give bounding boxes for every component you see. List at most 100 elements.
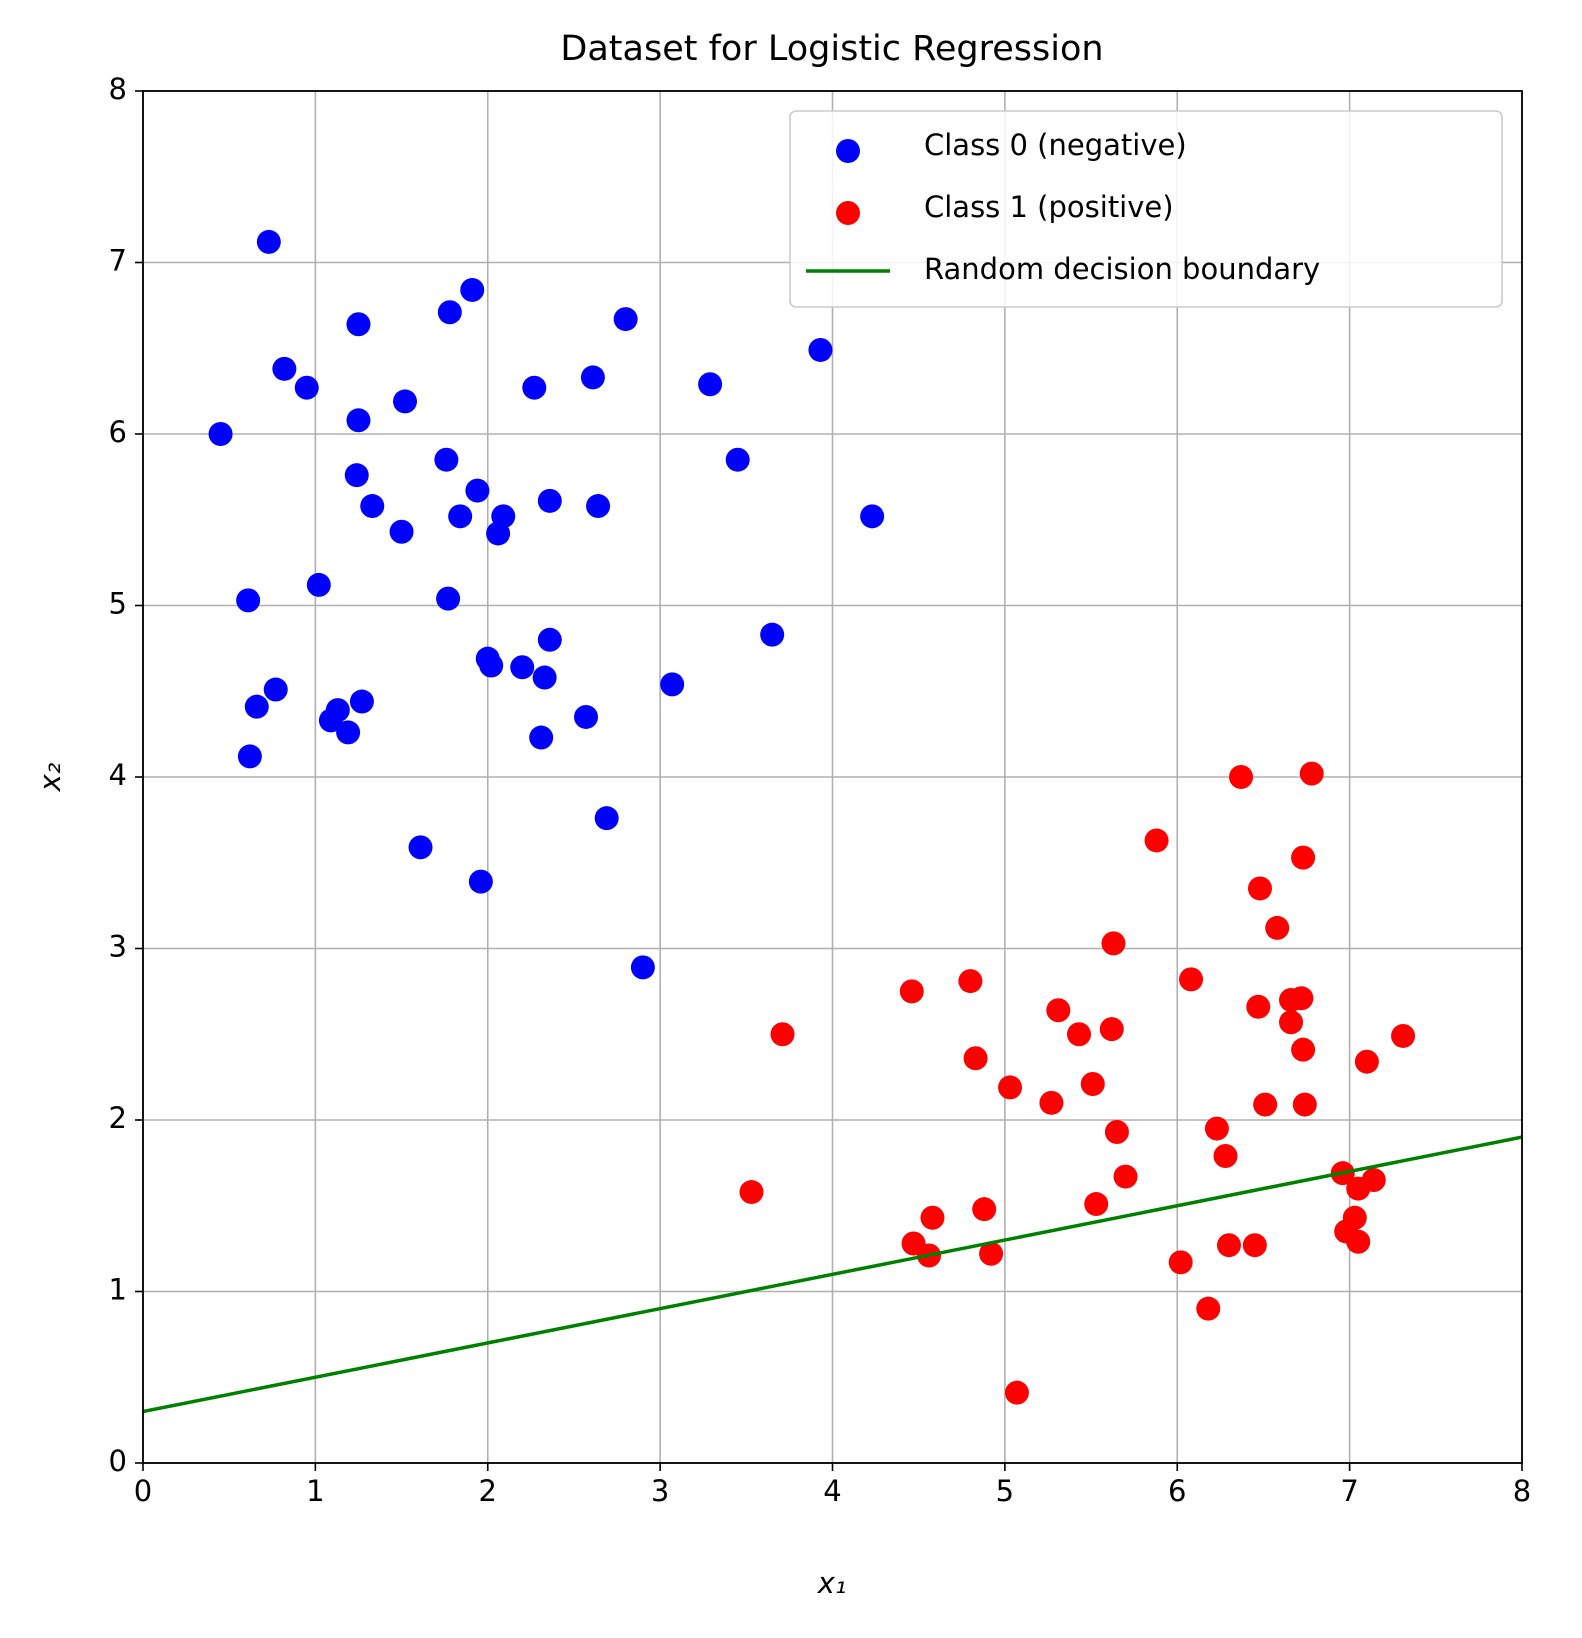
scatter-point [306, 572, 331, 597]
scatter-point [1144, 828, 1169, 853]
scatter-point [1291, 1037, 1316, 1062]
scatter-point [613, 307, 638, 332]
scatter-point [963, 1046, 988, 1071]
scatter-point [1279, 1010, 1304, 1035]
chart-title: Dataset for Logistic Regression [560, 29, 1103, 69]
scatter-point [349, 689, 374, 714]
scatter-point [594, 806, 619, 831]
scatter-point [1213, 1144, 1238, 1169]
x-tick-label: 1 [306, 1474, 324, 1508]
scatter-point [208, 422, 233, 446]
scatter-point [1242, 1233, 1267, 1258]
scatter-point [346, 408, 371, 433]
scatter-point [808, 337, 833, 362]
scatter-point [460, 277, 485, 302]
x-tick-label: 8 [1513, 1474, 1531, 1508]
y-tick-label: 4 [109, 758, 127, 792]
scatter-point [537, 488, 562, 513]
scatter-point [294, 375, 319, 400]
scatter-point [1292, 1092, 1317, 1117]
scatter-point [532, 665, 557, 690]
scatter-point [1299, 761, 1324, 786]
scatter-point [760, 622, 785, 647]
legend-box [789, 110, 1503, 308]
scatter-point [1229, 765, 1254, 789]
scatter-point [1289, 986, 1314, 1011]
scatter-point [630, 955, 655, 980]
scatter-point [1099, 1017, 1124, 1042]
scatter-point [448, 504, 473, 529]
scatter-point [580, 365, 605, 390]
scatter-point [1039, 1090, 1064, 1115]
scatter-point [1391, 1023, 1416, 1048]
scatter-point [486, 521, 511, 546]
x-tick-label: 7 [1340, 1474, 1358, 1508]
y-axis-label: x₂ [33, 762, 67, 792]
scatter-point [510, 655, 535, 680]
scatter-point [1080, 1071, 1105, 1096]
scatter-point [1004, 1380, 1029, 1405]
scatter-point [318, 708, 343, 733]
scatter-point [522, 375, 547, 400]
x-axis-label: x₁ [817, 1566, 847, 1600]
scatter-point [437, 300, 462, 325]
scatter-point [346, 312, 371, 337]
scatter-point [1216, 1233, 1241, 1258]
scatter-point [1204, 1116, 1229, 1141]
y-tick-label: 0 [109, 1444, 127, 1478]
scatter-point [263, 677, 288, 702]
scatter-point [237, 744, 262, 769]
legend-label: Class 1 (positive) [924, 190, 1174, 224]
scatter-point [1346, 1229, 1371, 1254]
scatter-point [770, 1022, 795, 1047]
scatter-point [979, 1241, 1004, 1266]
scatter-point [1291, 845, 1316, 870]
scatter-point [272, 356, 297, 381]
scatter-point [1168, 1250, 1193, 1275]
scatter-point [1265, 915, 1290, 940]
x-tick-label: 0 [134, 1474, 152, 1508]
x-tick-label: 2 [479, 1474, 497, 1508]
scatter-point [586, 494, 611, 519]
legend-label: Class 0 (negative) [924, 128, 1187, 162]
scatter-point [479, 653, 504, 678]
y-tick-label: 6 [109, 415, 127, 449]
scatter-point [1066, 1022, 1091, 1047]
x-tick-label: 4 [823, 1474, 841, 1508]
scatter-point [1046, 998, 1071, 1023]
scatter-point [244, 694, 269, 719]
scatter-point [574, 704, 599, 729]
scatter-point [725, 447, 750, 472]
scatter-point [1196, 1296, 1221, 1321]
y-tick-label: 8 [109, 72, 127, 106]
scatter-point [698, 372, 723, 397]
scatter-point [1084, 1192, 1109, 1217]
scatter-point [1101, 931, 1126, 956]
legend-marker [836, 139, 860, 163]
scatter-point [1361, 1168, 1386, 1193]
scatter-point [393, 389, 418, 414]
scatter-point [860, 504, 885, 529]
scatter-point [899, 979, 924, 1004]
scatter-point [256, 229, 281, 254]
y-tick-label: 1 [109, 1273, 127, 1307]
scatter-point [1104, 1120, 1129, 1145]
y-tick-label: 2 [109, 1101, 127, 1135]
plot-frame [142, 90, 1523, 1464]
scatter-point [1247, 876, 1272, 901]
scatter-point [360, 494, 385, 519]
x-tick-label: 6 [1168, 1474, 1186, 1508]
scatter-point [529, 725, 554, 750]
scatter-point [958, 969, 983, 994]
scatter-point [660, 672, 685, 697]
scatter-point [1113, 1164, 1138, 1189]
y-tick-label: 5 [109, 587, 127, 621]
scatter-point [336, 720, 361, 745]
scatter-point [1179, 967, 1204, 992]
scatter-point [739, 1180, 764, 1205]
scatter-point [998, 1075, 1023, 1100]
x-tick-label: 5 [996, 1474, 1014, 1508]
legend-label: Random decision boundary [924, 252, 1320, 286]
scatter-point [389, 519, 414, 544]
scatter-point [920, 1205, 945, 1230]
